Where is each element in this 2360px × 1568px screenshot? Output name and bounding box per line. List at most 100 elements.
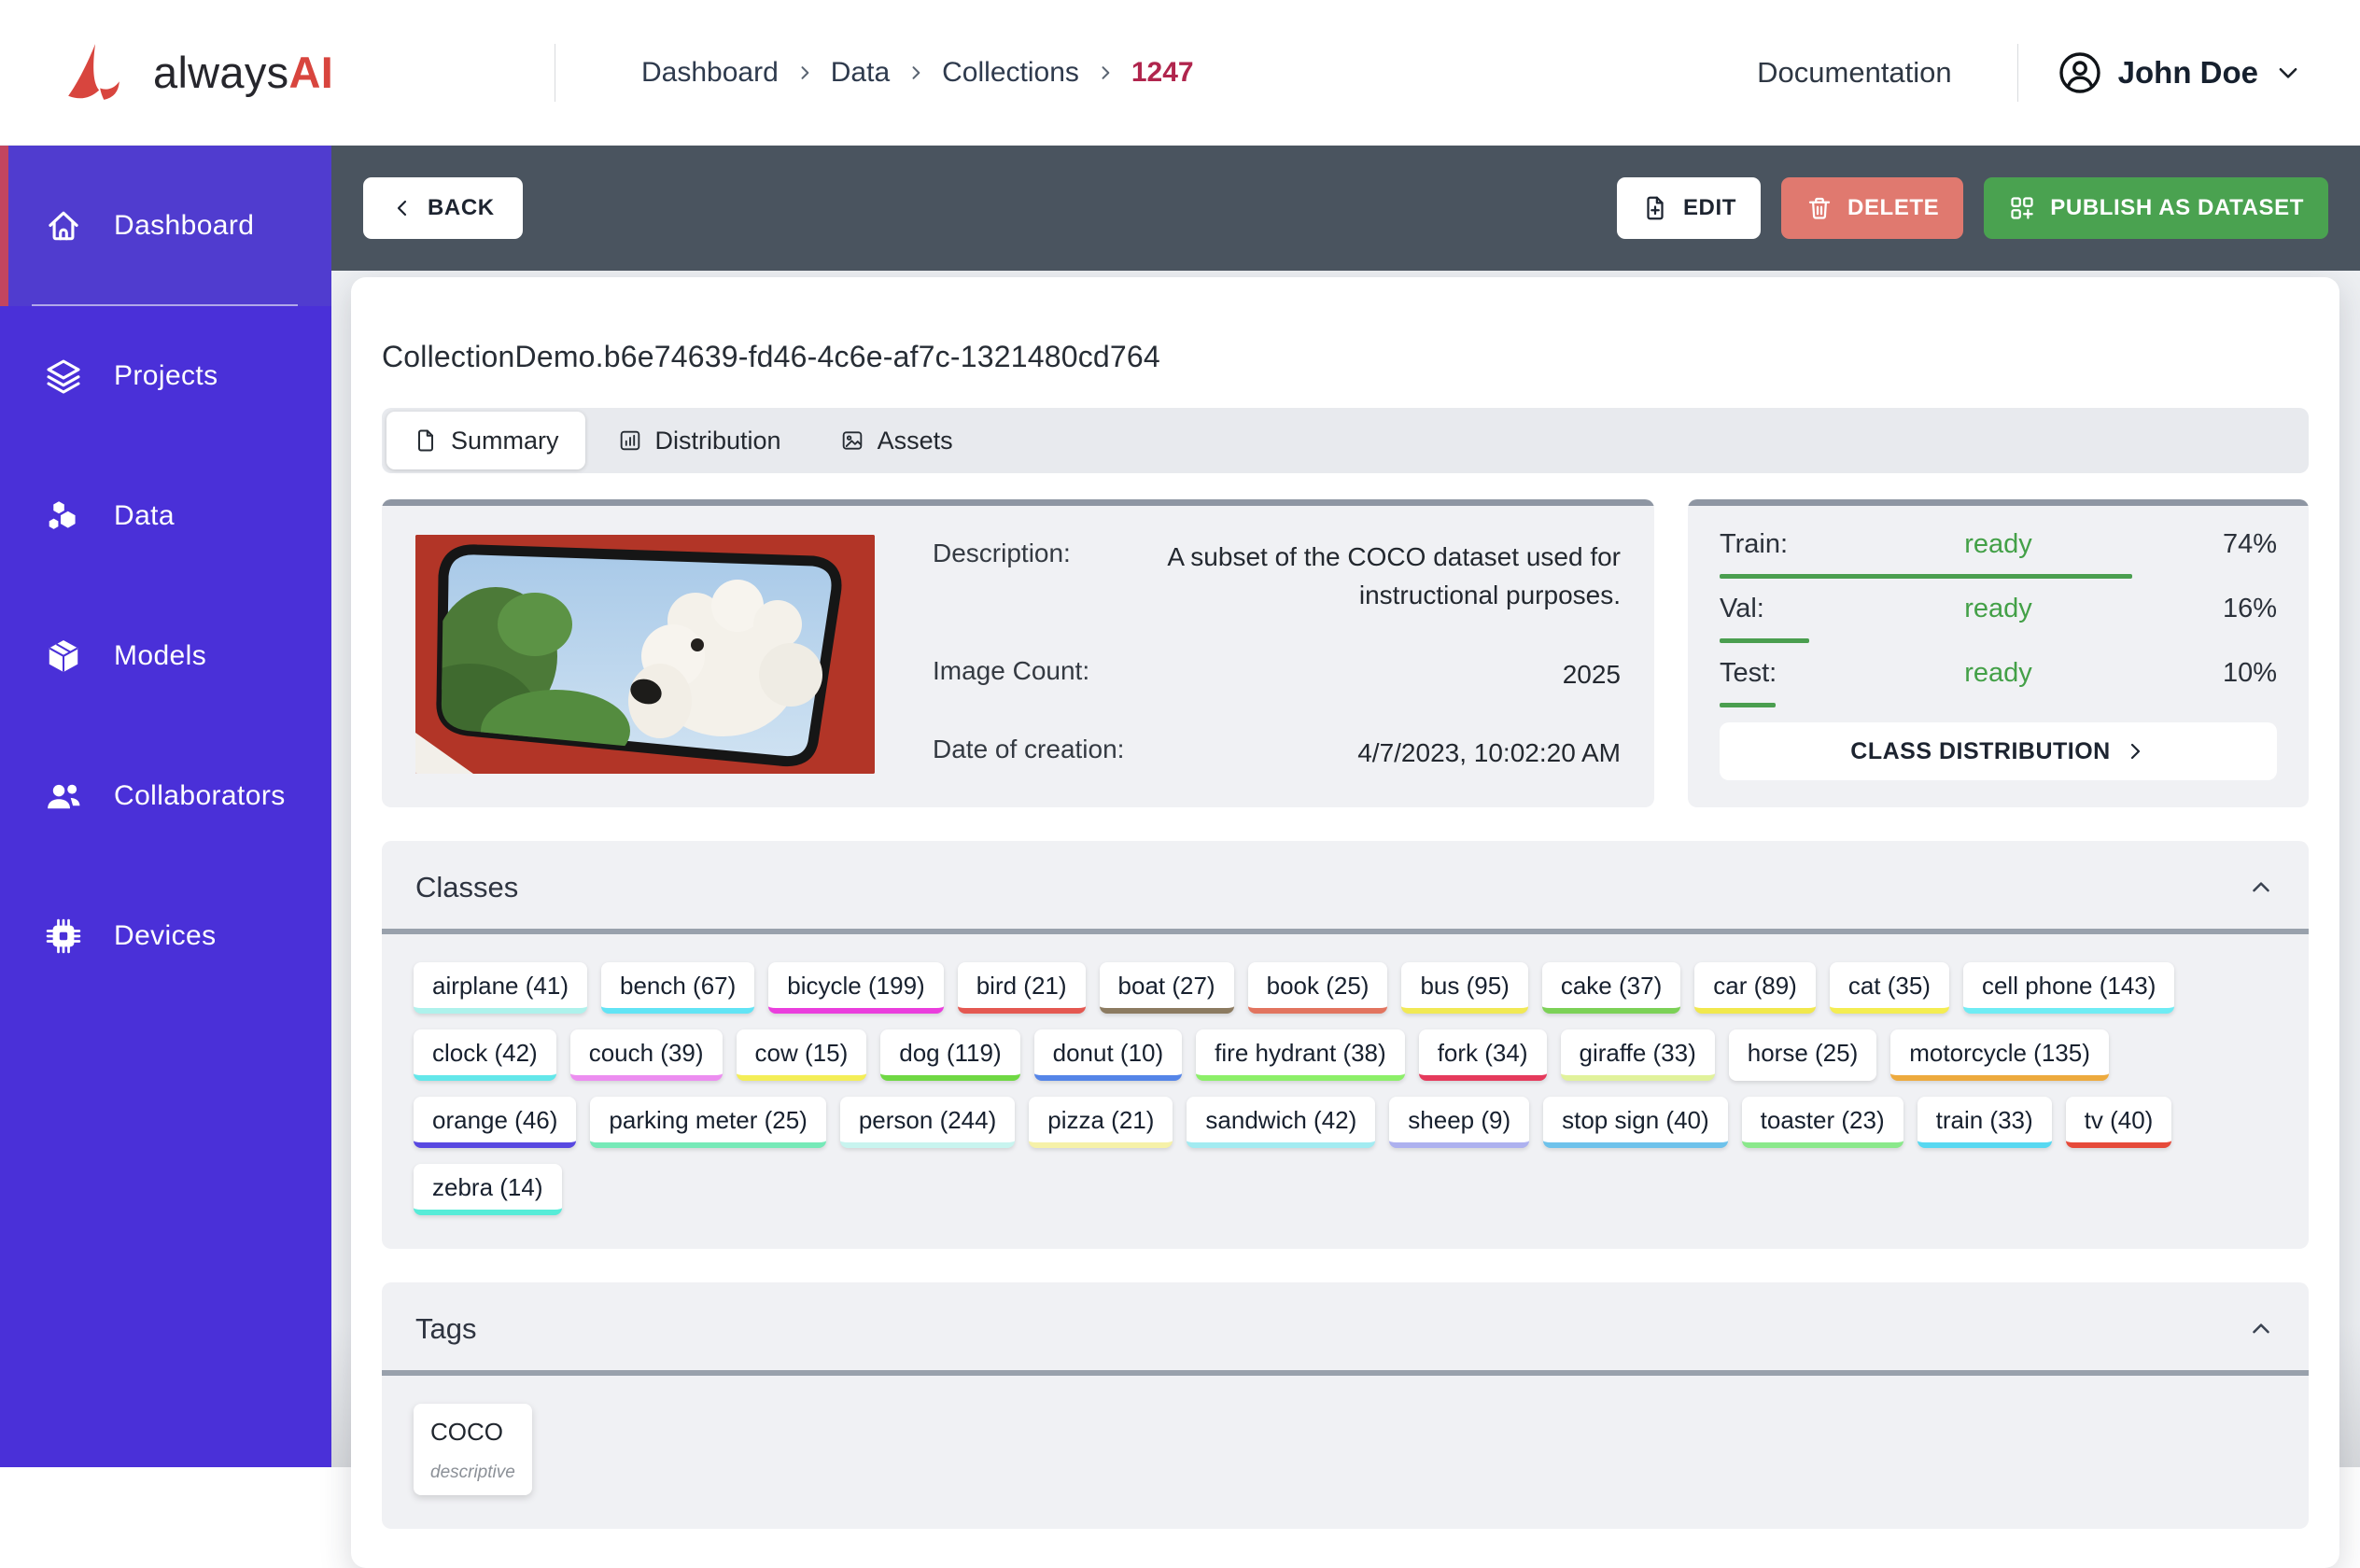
split-progress-bar — [1720, 703, 1776, 707]
chevron-right-icon — [906, 63, 925, 82]
class-chip-sheep-9: sheep (9) — [1389, 1097, 1529, 1148]
brand-logo[interactable]: alwaysAI — [0, 42, 555, 104]
class-chip-pizza-21: pizza (21) — [1029, 1097, 1173, 1148]
classes-title: Classes — [415, 871, 518, 904]
breadcrumb-data[interactable]: Data — [831, 57, 890, 89]
tab-assets[interactable]: Assets — [813, 413, 979, 469]
class-chip-bicycle-199: bicycle (199) — [768, 962, 943, 1014]
sidebar-item-projects[interactable]: Projects — [0, 306, 331, 446]
splits-card: Train: ready 74% Val: ready 16% — [1688, 499, 2309, 807]
class-chip-giraffe-33: giraffe (33) — [1561, 1029, 1715, 1081]
class-chip-boat-27: boat (27) — [1100, 962, 1234, 1014]
creation-date-label: Date of creation: — [933, 735, 1124, 764]
back-button[interactable]: BACK — [363, 177, 523, 239]
class-chip-bench-67: bench (67) — [601, 962, 754, 1014]
tag-type: descriptive — [430, 1463, 515, 1483]
split-label: Train: — [1720, 529, 1905, 560]
section-divider — [382, 1370, 2309, 1376]
collection-title: CollectionDemo.b6e74639-fd46-4c6e-af7c-1… — [382, 340, 2309, 374]
documentation-link[interactable]: Documentation — [1757, 56, 1952, 90]
sidebar-item-models[interactable]: Models — [0, 586, 331, 726]
class-chip-orange-46: orange (46) — [414, 1097, 576, 1148]
chevron-down-icon — [2274, 59, 2302, 87]
tab-distribution[interactable]: Distribution — [591, 413, 808, 469]
split-status: ready — [1905, 658, 2091, 689]
sidebar-item-data[interactable]: Data — [0, 446, 331, 586]
class-chip-clock-42: clock (42) — [414, 1029, 556, 1081]
chevron-right-icon — [2124, 740, 2146, 763]
sidebar-item-devices[interactable]: Devices — [0, 866, 331, 1006]
creation-date-row: Date of creation: 4/7/2023, 10:02:20 AM — [933, 735, 1621, 773]
split-percent: 16% — [2091, 594, 2277, 624]
class-distribution-button[interactable]: CLASS DISTRIBUTION — [1720, 722, 2277, 780]
action-toolbar: BACK EDIT DELETE PUBLISH AS DATASET — [331, 146, 2360, 271]
class-chip-cake-37: cake (37) — [1542, 962, 1680, 1014]
split-label: Test: — [1720, 658, 1905, 689]
delete-button[interactable]: DELETE — [1781, 177, 1963, 239]
class-chip-zebra-14: zebra (14) — [414, 1164, 562, 1215]
home-icon — [43, 205, 84, 246]
class-chip-cell-phone-143: cell phone (143) — [1963, 962, 2174, 1014]
class-chip-parking-meter-25: parking meter (25) — [590, 1097, 825, 1148]
split-label: Val: — [1720, 594, 1905, 624]
class-chip-donut-10: donut (10) — [1034, 1029, 1183, 1081]
class-chip-fork-34: fork (34) — [1419, 1029, 1547, 1081]
split-row-val: Val: ready 16% — [1720, 594, 2277, 643]
sidebar-item-dashboard[interactable]: Dashboard — [0, 146, 331, 306]
breadcrumb-collections[interactable]: Collections — [942, 57, 1079, 89]
split-progress-bar — [1720, 638, 1809, 643]
class-chip-tv-40: tv (40) — [2066, 1097, 2172, 1148]
edit-button[interactable]: EDIT — [1617, 177, 1761, 239]
tag-tile-coco: COCO descriptive — [414, 1404, 532, 1495]
image-count-label: Image Count: — [933, 656, 1089, 686]
class-chip-toaster-23: toaster (23) — [1742, 1097, 1903, 1148]
app-header: alwaysAI Dashboard Data Collections 1247… — [0, 0, 2360, 146]
split-percent: 74% — [2091, 529, 2277, 560]
split-percent: 10% — [2091, 658, 2277, 689]
publish-as-dataset-button[interactable]: PUBLISH AS DATASET — [1984, 177, 2328, 239]
chevron-right-icon — [1096, 63, 1115, 82]
class-chip-bird-21: bird (21) — [958, 962, 1086, 1014]
summary-fields: Description: A subset of the COCO datase… — [933, 535, 1621, 772]
trash-icon — [1805, 194, 1833, 222]
description-value: A subset of the COCO dataset used for in… — [1135, 539, 1621, 614]
class-chip-list: airplane (41)bench (67)bicycle (199)bird… — [382, 934, 2309, 1215]
user-name: John Doe — [2118, 55, 2258, 91]
document-icon — [413, 427, 439, 454]
class-chip-cow-15: cow (15) — [737, 1029, 867, 1081]
class-chip-horse-25: horse (25) — [1729, 1029, 1877, 1081]
sidebar: Dashboard Projects Data Models Collabora… — [0, 146, 331, 1467]
breadcrumb-dashboard[interactable]: Dashboard — [641, 57, 779, 89]
summary-card: Description: A subset of the COCO datase… — [382, 499, 1654, 807]
class-chip-bus-95: bus (95) — [1401, 962, 1527, 1014]
split-row-test: Test: ready 10% — [1720, 658, 2277, 707]
class-chip-book-25: book (25) — [1248, 962, 1388, 1014]
collection-detail-card: CollectionDemo.b6e74639-fd46-4c6e-af7c-1… — [351, 277, 2339, 1568]
layers-icon — [43, 356, 84, 397]
grid-plus-icon — [2008, 194, 2036, 222]
tab-summary[interactable]: Summary — [386, 412, 585, 469]
class-chip-fire-hydrant-38: fire hydrant (38) — [1196, 1029, 1405, 1081]
chip-icon — [43, 916, 84, 957]
avatar-icon — [2058, 50, 2102, 95]
breadcrumb: Dashboard Data Collections 1247 — [555, 57, 1194, 89]
image-count-row: Image Count: 2025 — [933, 656, 1621, 694]
user-menu[interactable]: John Doe — [2018, 50, 2360, 95]
split-progress-bar — [1720, 574, 2132, 579]
alwaysai-logo-icon — [54, 42, 134, 104]
tags-card: Tags COCO descriptive — [382, 1282, 2309, 1529]
split-status: ready — [1905, 529, 2091, 560]
class-chip-dog-119: dog (119) — [880, 1029, 1019, 1081]
sidebar-item-collaborators[interactable]: Collaborators — [0, 726, 331, 866]
classes-collapse-button[interactable] — [2247, 874, 2275, 902]
collaborators-icon — [43, 776, 84, 817]
breadcrumb-current: 1247 — [1131, 57, 1194, 89]
image-count-value: 2025 — [1563, 656, 1621, 694]
chevron-up-icon — [2247, 874, 2275, 902]
class-chip-cat-35: cat (35) — [1830, 962, 1949, 1014]
tags-collapse-button[interactable] — [2247, 1315, 2275, 1343]
data-boxes-icon — [43, 496, 84, 537]
brand-name: alwaysAI — [153, 47, 333, 98]
class-chip-sandwich-42: sandwich (42) — [1187, 1097, 1375, 1148]
tag-name: COCO — [430, 1418, 515, 1447]
